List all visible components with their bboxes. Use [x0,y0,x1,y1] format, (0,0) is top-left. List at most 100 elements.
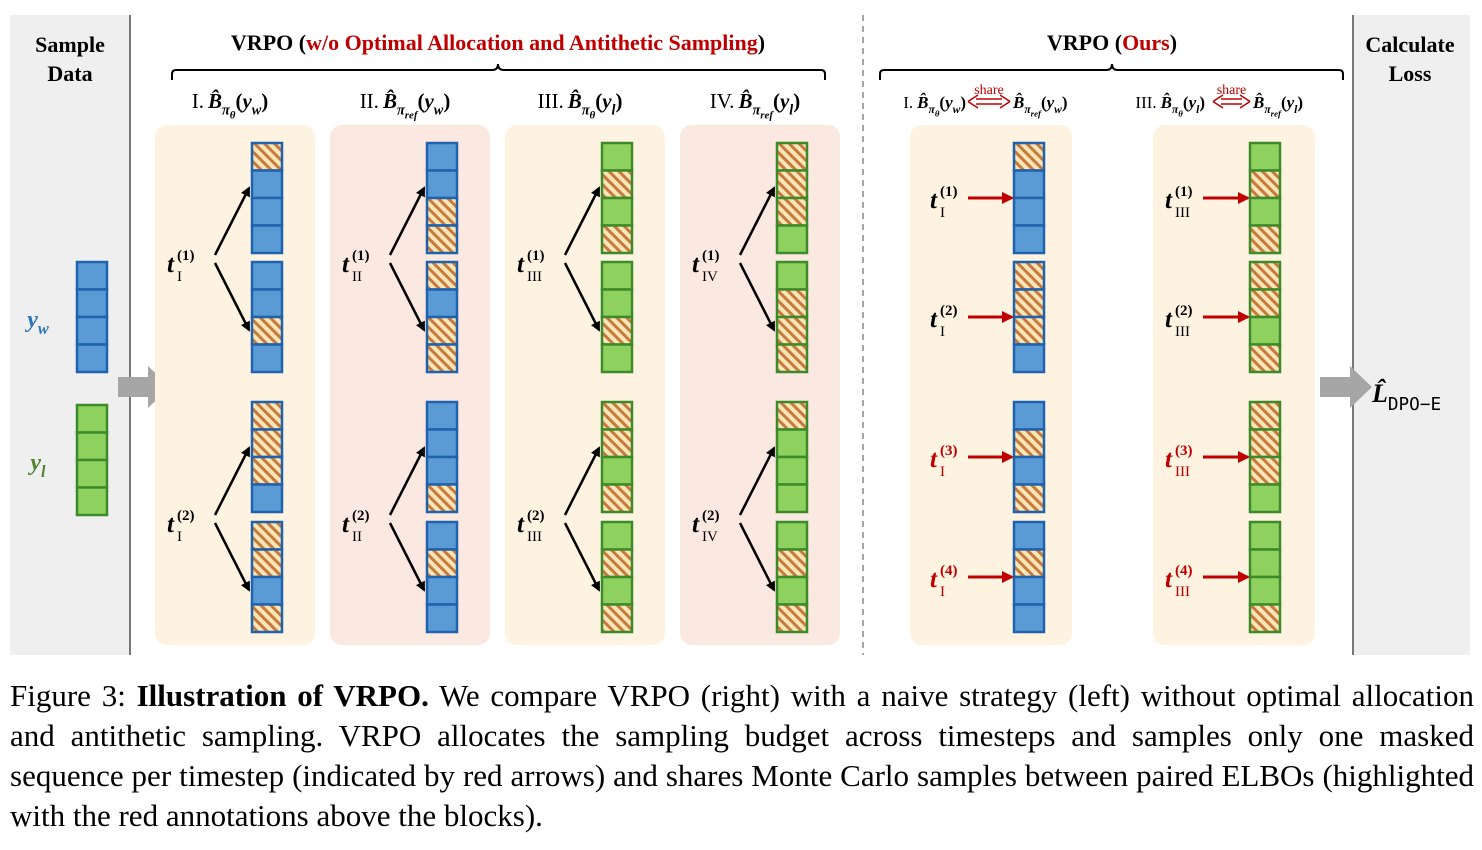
timestep-index: (1) [1175,184,1193,200]
text-part: L̂ [1371,379,1388,408]
text-part: B̂ [207,88,222,113]
masked-token [775,548,809,579]
text-part: l [789,102,793,118]
masked-token [250,520,284,551]
token [1012,455,1046,486]
text-part: θ [590,110,596,122]
text-part: w [1054,103,1062,116]
masked-token [600,400,634,431]
text-part: B̂ [737,88,752,113]
token [1012,603,1046,634]
t-symbol: t [342,251,350,278]
timestep-index: (2) [702,508,720,524]
text-part: VRPO ( [231,30,306,55]
text-part: y [421,89,434,113]
masked-token [775,141,809,172]
masked-token [775,196,809,227]
t-symbol: t [930,566,938,593]
t-symbol: t [1165,187,1173,214]
token [425,455,459,486]
text-part: l [41,462,46,481]
masked-token [1248,343,1282,374]
text-part: ( [1281,93,1287,112]
text-part: y [777,89,790,113]
masked-token [250,400,284,431]
masked-token [250,455,284,486]
token [775,575,809,606]
token [250,575,284,606]
text-part: π [1264,103,1271,116]
arrow [213,522,251,592]
masked-token [1012,315,1046,346]
text-part: ) [1170,30,1177,55]
token [600,343,634,374]
column-panel [330,125,490,645]
masked-token [600,428,634,459]
timestep-index: (3) [1175,443,1193,459]
share-arrow-head [967,94,1011,109]
masked-token [1248,224,1282,255]
token [1248,196,1282,227]
text-part: ( [595,89,602,113]
masked-token [1012,548,1046,579]
text-part: B̂ [916,93,928,112]
text-part: ) [1199,93,1205,112]
token [1012,400,1046,431]
yl-label: yl [27,450,46,481]
masked-token [600,483,634,514]
token [75,458,109,489]
text-part: l [1294,103,1298,116]
timestep-index: (1) [940,184,958,200]
timestep-sub: I [177,269,182,285]
text-part: π [582,102,591,118]
arrow [388,446,426,516]
t-symbol: t [930,306,938,333]
token [425,575,459,606]
token [425,288,459,319]
timestep-index: (4) [1175,563,1193,579]
panel-title: Calculate [1365,32,1454,57]
masked-token [425,343,459,374]
masked-token [425,483,459,514]
masked-token [1248,428,1282,459]
caption-label: Figure 3: [10,678,126,713]
token [1012,196,1046,227]
text-part: θ [230,110,236,122]
timestep-index: (2) [177,508,195,524]
token [425,520,459,551]
text-part: θ [1178,109,1183,119]
t-symbol: t [517,511,525,538]
text-part: π [1024,103,1031,116]
text-part: B̂ [1160,93,1172,112]
token [75,288,109,319]
arrow [563,446,601,516]
column-panel [680,125,840,645]
text-part: w [434,102,444,118]
text-part: III. [537,89,563,113]
text-part: l [612,102,616,118]
column-panel [910,125,1072,645]
arrow [738,446,776,516]
brace [171,63,826,80]
masked-token [250,428,284,459]
text-part: w [38,319,49,338]
t-symbol: t [342,511,350,538]
arrow [738,522,776,592]
token [1248,575,1282,606]
token [425,169,459,200]
timestep-index: (1) [702,248,720,264]
arrow [213,446,251,516]
column-panel [505,125,665,645]
token [600,141,634,172]
t-symbol: t [167,511,175,538]
token [1248,483,1282,514]
column-panel [1153,125,1315,645]
timestep-index: (3) [940,443,958,459]
timestep-sub: I [940,464,945,480]
share-arrow-head [1212,94,1251,109]
yw-label: yw [24,307,49,338]
text-part: ) [1297,93,1303,112]
t-symbol: t [930,446,938,473]
timestep-sub: III [527,529,542,545]
